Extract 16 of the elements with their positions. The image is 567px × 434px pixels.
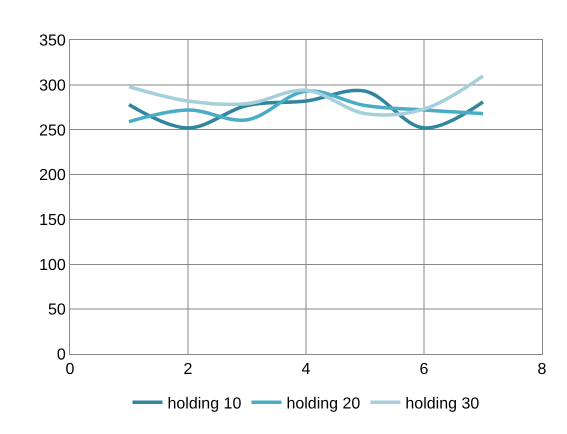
legend-label: holding 30 — [405, 396, 480, 413]
y-tick-label: 350 — [39, 32, 66, 50]
y-tick-label: 200 — [39, 167, 66, 184]
x-tick-label: 6 — [420, 361, 429, 378]
legend-label: holding 10 — [168, 396, 242, 413]
y-tick-label: 100 — [39, 256, 66, 274]
legend-label: holding 20 — [286, 396, 360, 413]
x-tick-label: 8 — [538, 361, 547, 378]
x-tick-label: 2 — [184, 361, 193, 378]
y-tick-label: 250 — [39, 122, 66, 140]
y-tick-label: 150 — [39, 212, 66, 230]
x-tick-label: 4 — [302, 361, 311, 378]
y-tick-label: 300 — [39, 77, 66, 94]
y-tick-label: 50 — [48, 302, 66, 319]
line-series — [127, 89, 485, 124]
y-tick-label: 0 — [56, 346, 66, 364]
